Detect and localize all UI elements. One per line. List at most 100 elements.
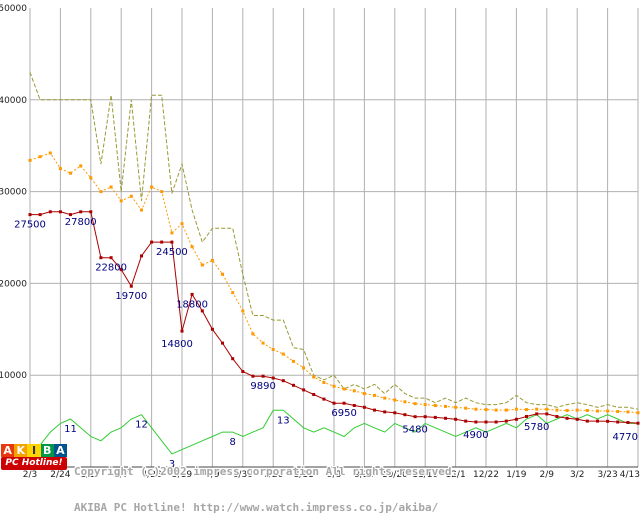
price-annotation: 6950 [331,408,356,419]
x-axis-label: 3/2 [570,470,584,480]
x-axis-label: 12/1 [445,470,465,480]
marker-square-lowest-price [109,256,113,260]
x-axis-label: 12/22 [473,470,499,480]
marker-square-average-price [565,409,569,412]
marker-square-lowest-price [636,421,640,425]
marker-square-lowest-price [312,393,316,396]
marker-square-lowest-price [89,210,93,214]
marker-square-lowest-price [514,417,518,421]
marker-square-average-price [545,407,549,411]
price-annotation: 19700 [115,291,147,302]
marker-square-lowest-price [413,415,417,419]
marker-square-average-price [28,158,32,162]
marker-square-lowest-price [596,419,599,423]
marker-square-lowest-price [474,420,478,424]
marker-square-average-price [403,400,407,404]
price-trend-chart: 2/3 2/24 3/17 4/7 4/28 5/19 6/9 6/30 7/20 8/11 9/8… [0,4,640,480]
marker-square-average-price [251,332,255,336]
marker-square-lowest-price [545,412,549,416]
marker-square-average-price [109,185,113,189]
marker-square-lowest-price [180,329,184,333]
marker-square-average-price [383,396,387,400]
marker-square-lowest-price [69,213,72,217]
price-annotation: 4900 [463,430,488,441]
marker-square-lowest-price [38,213,42,217]
marker-square-lowest-price [58,210,62,214]
marker-square-lowest-price [271,376,275,380]
marker-square-average-price [292,359,295,363]
marker-square-average-price [281,352,285,356]
price-annotation: 9890 [250,381,275,392]
marker-square-lowest-price [352,404,356,407]
marker-square-average-price [271,348,275,351]
marker-square-lowest-price [585,419,589,423]
count-annotation: 12 [135,420,148,431]
marker-square-average-price [393,398,397,402]
y-axis-label: 50000 [0,4,27,14]
x-axis-label: 10/20 [382,470,408,480]
akiba-logo-subtitle: PC Hotline! [1,457,67,470]
marker-square-average-price [79,164,83,168]
x-axis-label: 9/8 [327,470,342,480]
akiba-logo-letter: K [14,444,28,457]
marker-square-lowest-price [302,388,306,392]
marker-square-average-price [221,272,224,276]
x-axis-label: 11/10 [412,470,438,480]
marker-square-average-price [636,411,640,415]
price-annotation: 27500 [14,220,46,231]
marker-square-average-price [302,366,306,370]
marker-square-average-price [180,222,184,226]
marker-square-average-price [190,245,194,249]
marker-square-average-price [58,167,62,171]
marker-square-lowest-price [484,420,488,424]
akiba-logo-letter: B [40,444,54,457]
akiba-logo-letter: I [27,444,41,457]
x-axis-label: 4/7 [114,470,128,480]
marker-square-average-price [241,309,245,313]
marker-square-average-price [555,408,559,412]
marker-square-average-price [606,409,610,413]
marker-square-lowest-price [332,401,336,405]
marker-square-average-price [48,151,52,155]
chart-svg: 2/3 2/24 3/17 4/7 4/28 5/19 6/9 6/30 7/20 8/11 9/8… [0,4,640,480]
marker-square-lowest-price [292,383,295,387]
marker-square-average-price [373,393,376,397]
marker-square-average-price [332,384,336,388]
price-annotation: 18800 [176,299,208,310]
x-axis-label: 1/19 [506,470,526,480]
marker-square-average-price [585,409,589,412]
y-axis-label: 30000 [0,188,27,198]
marker-square-lowest-price [190,292,194,296]
akiba-logo-letter: A [1,444,15,457]
count-annotation: 8 [230,437,236,448]
marker-square-average-price [119,199,123,203]
series-line-highest-price [29,72,639,410]
marker-square-average-price [362,392,366,396]
marker-square-average-price [464,406,468,410]
marker-square-lowest-price [362,405,366,409]
copyright-line1: Copyright (c)2002 impress corporation Al… [74,465,459,478]
marker-square-lowest-price [393,411,397,415]
marker-square-lowest-price [160,240,164,244]
marker-square-lowest-price [251,374,255,378]
marker-square-average-price [150,185,154,189]
marker-square-lowest-price [606,419,610,423]
marker-square-average-price [433,404,437,407]
marker-square-average-price [200,263,204,267]
x-axis-label: 8/11 [293,470,313,480]
marker-square-lowest-price [525,415,528,418]
price-annotation: 22800 [95,263,127,274]
copyright-text: Copyright (c)2002 impress corporation Al… [74,442,458,526]
marker-square-lowest-price [231,357,235,361]
marker-square-average-price [322,381,326,384]
marker-square-average-price [129,194,133,198]
marker-square-lowest-price [464,419,468,423]
marker-square-average-price [535,407,539,411]
x-axis-label: 3/23 [597,470,617,480]
y-axis-label: 40000 [0,96,27,106]
marker-square-lowest-price [383,410,387,414]
marker-square-lowest-price [342,401,346,405]
x-axis-label: 2/9 [540,470,555,480]
marker-square-lowest-price [454,417,458,421]
